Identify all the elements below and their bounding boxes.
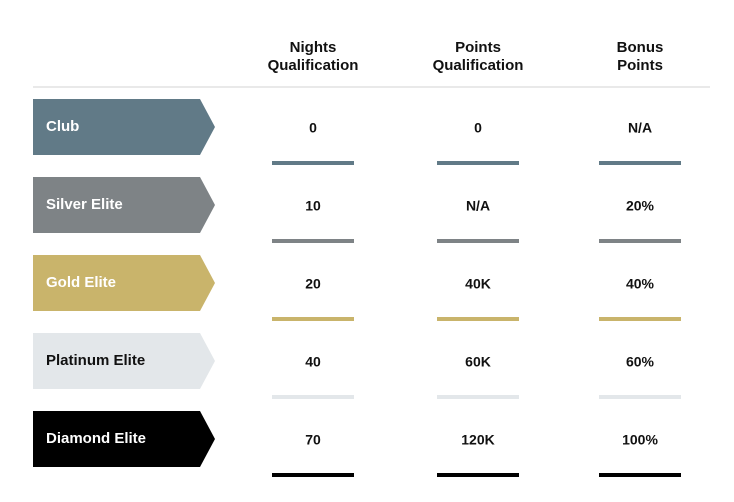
cell-value: N/A bbox=[628, 120, 652, 136]
cell-underline bbox=[599, 317, 681, 321]
cell-value: 10 bbox=[305, 198, 321, 214]
cell-value: 20% bbox=[626, 198, 655, 214]
tier-badge bbox=[33, 177, 215, 233]
cell-underline bbox=[437, 473, 519, 477]
cell-value: 0 bbox=[474, 120, 482, 136]
cell-value: 20 bbox=[305, 276, 321, 292]
cell-underline bbox=[599, 239, 681, 243]
cell-underline bbox=[437, 317, 519, 321]
tier-name: Silver Elite bbox=[46, 196, 123, 213]
tier-name: Club bbox=[46, 118, 79, 135]
tier-name: Platinum Elite bbox=[46, 352, 145, 369]
cell-value: 120K bbox=[461, 432, 494, 448]
cell-underline bbox=[272, 239, 354, 243]
cell-underline bbox=[272, 317, 354, 321]
tier-badge bbox=[33, 99, 215, 155]
cell-value: 40 bbox=[305, 354, 321, 370]
cell-underline bbox=[272, 395, 354, 399]
column-header: Points bbox=[617, 57, 663, 74]
cell-value: 60% bbox=[626, 354, 655, 370]
cell-underline bbox=[437, 161, 519, 165]
cell-value: 40% bbox=[626, 276, 655, 292]
tier-name: Diamond Elite bbox=[46, 430, 146, 447]
column-header: Nights bbox=[290, 39, 337, 56]
cell-underline bbox=[599, 473, 681, 477]
cell-underline bbox=[272, 473, 354, 477]
tier-badge bbox=[33, 411, 215, 467]
tier-badge bbox=[33, 255, 215, 311]
cell-underline bbox=[437, 395, 519, 399]
column-header: Qualification bbox=[268, 57, 359, 74]
cell-value: 0 bbox=[309, 120, 317, 136]
cell-value: 70 bbox=[305, 432, 321, 448]
cell-value: N/A bbox=[466, 198, 490, 214]
cell-value: 60K bbox=[465, 354, 491, 370]
cell-value: 40K bbox=[465, 276, 491, 292]
cell-underline bbox=[272, 161, 354, 165]
column-header: Bonus bbox=[617, 39, 664, 56]
column-header: Qualification bbox=[433, 57, 524, 74]
cell-underline bbox=[599, 161, 681, 165]
tier-badge bbox=[33, 333, 215, 389]
cell-underline bbox=[599, 395, 681, 399]
cell-value: 100% bbox=[622, 432, 658, 448]
cell-underline bbox=[437, 239, 519, 243]
tier-name: Gold Elite bbox=[46, 274, 116, 291]
column-header: Points bbox=[455, 39, 501, 56]
